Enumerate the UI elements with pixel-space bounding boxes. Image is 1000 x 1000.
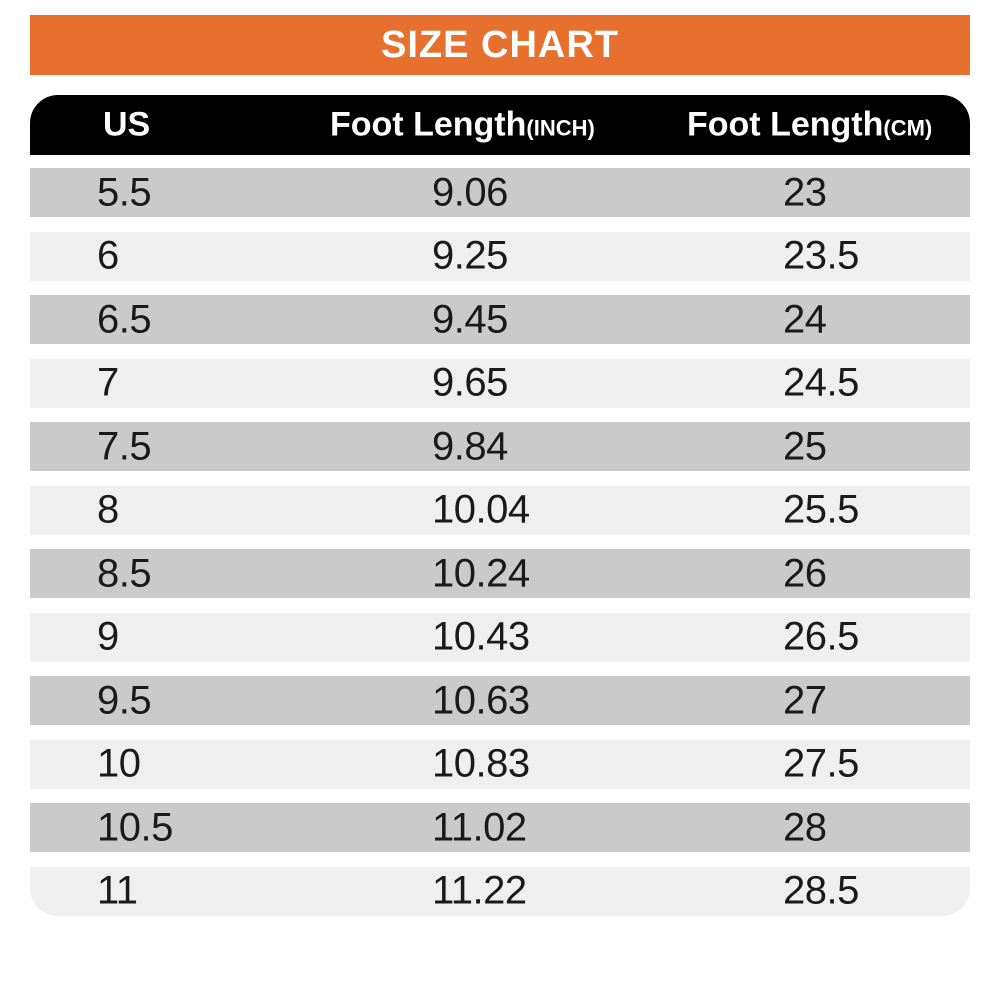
table-row: 9 10.43 26.5 [30,612,970,662]
foot-length-cm-cell: 27 [783,678,827,722]
foot-length-inch-cell: 11.02 [432,805,527,849]
size-table: US Foot Length(INCH) Foot Length(CM) 5.5… [30,95,970,916]
foot-length-inch-cell: 10.83 [432,741,530,786]
foot-length-cm-cell: 23 [783,170,827,214]
table-row: 6.5 9.45 24 [30,295,970,344]
foot-length-cm-cell: 28.5 [783,868,859,913]
table-row: 7.5 9.84 25 [30,422,970,471]
foot-length-cm-cell: 27.5 [783,741,859,786]
foot-length-inch-cell: 9.06 [432,170,508,214]
table-header-row: US Foot Length(INCH) Foot Length(CM) [30,95,970,155]
foot-length-cm-cell: 24.5 [783,360,859,405]
foot-length-cm-cell: 23.5 [783,233,859,278]
header-label-us: US [103,105,151,144]
table-row: 6 9.25 23.5 [30,231,970,281]
foot-length-inch-cell: 9.45 [432,297,508,341]
header-cell-us: US [103,106,150,145]
foot-length-cm-cell: 26.5 [783,614,859,659]
size-chart-banner: SIZE CHART [30,15,970,75]
us-size-cell: 6.5 [97,297,152,341]
foot-length-inch-cell: 9.25 [432,233,508,278]
table-row: 10.5 11.02 28 [30,803,970,852]
table-row: 9.5 10.63 27 [30,676,970,725]
header-label-foot-length-cm: Foot Length [687,105,884,144]
foot-length-inch-cell: 10.63 [432,678,530,722]
table-row: 8 10.04 25.5 [30,485,970,535]
foot-length-cm-cell: 28 [783,805,827,849]
foot-length-inch-cell: 10.43 [432,614,530,659]
table-row: 11 11.22 28.5 [30,866,970,916]
us-size-cell: 7 [97,360,119,405]
table-row: 10 10.83 27.5 [30,739,970,789]
us-size-cell: 9.5 [97,678,152,722]
us-size-cell: 7.5 [97,424,152,468]
us-size-cell: 5.5 [97,170,152,214]
us-size-cell: 9 [97,614,119,659]
foot-length-cm-cell: 25.5 [783,487,859,532]
us-size-cell: 10.5 [97,805,173,849]
foot-length-inch-cell: 9.65 [432,360,508,405]
foot-length-inch-cell: 10.04 [432,487,530,532]
foot-length-inch-cell: 10.24 [432,551,530,595]
foot-length-inch-cell: 9.84 [432,424,508,468]
us-size-cell: 8.5 [97,551,152,595]
us-size-cell: 6 [97,233,119,278]
header-label-foot-length-inch: Foot Length [330,105,527,144]
header-suffix-cm: (CM) [883,115,933,141]
header-suffix-inch: (INCH) [526,115,595,141]
us-size-cell: 11 [97,868,138,913]
us-size-cell: 10 [97,741,141,786]
foot-length-cm-cell: 26 [783,551,827,595]
foot-length-inch-cell: 11.22 [432,868,527,913]
page-title: SIZE CHART [381,23,619,66]
table-body: 5.5 9.06 23 6 9.25 23.5 6.5 9.45 24 7 9.… [30,168,970,916]
table-row: 8.5 10.24 26 [30,549,970,598]
foot-length-cm-cell: 25 [783,424,827,468]
table-row: 7 9.65 24.5 [30,358,970,408]
table-row: 5.5 9.06 23 [30,168,970,217]
foot-length-cm-cell: 24 [783,297,827,341]
header-cell-foot-length-cm: Foot Length(CM) [687,106,932,145]
us-size-cell: 8 [97,487,119,532]
header-cell-foot-length-inch: Foot Length(INCH) [330,106,595,145]
